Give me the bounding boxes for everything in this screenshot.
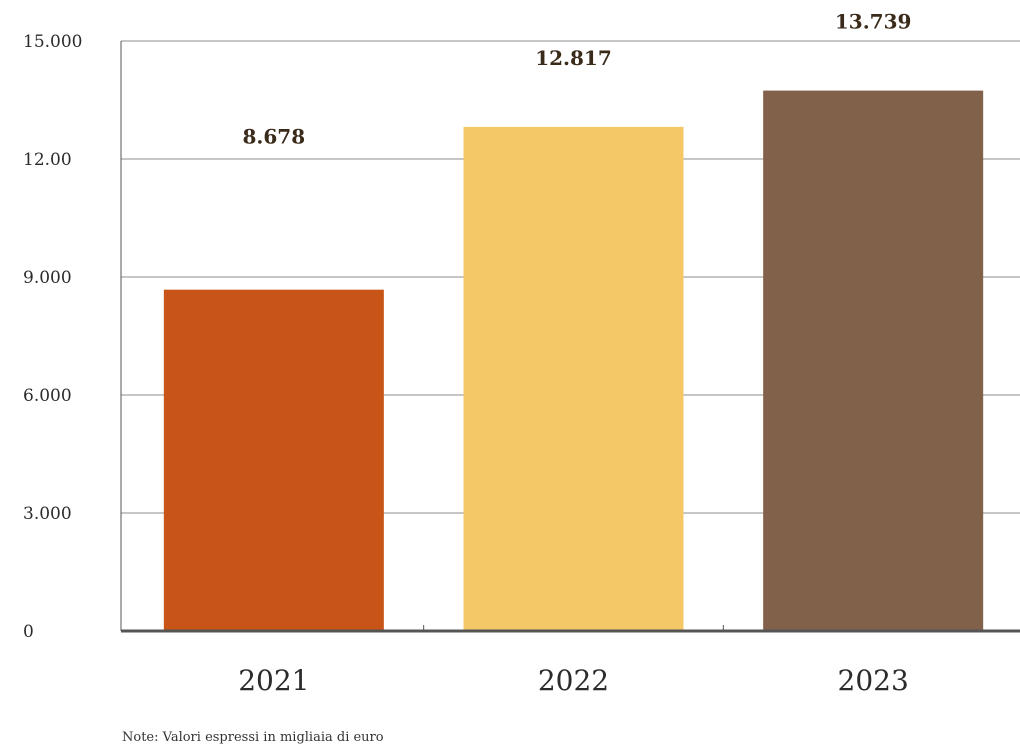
bar-2022 — [463, 126, 684, 631]
y-tick-label: 15.000 — [23, 32, 82, 52]
y-tick-label: 0 — [23, 622, 34, 642]
data-labels: 8.678 12.817 13.739 — [243, 10, 912, 149]
bars — [163, 90, 984, 631]
data-label-2023: 13.739 — [835, 10, 912, 34]
x-tick-label: 2023 — [838, 664, 909, 697]
y-tick-label: 6.000 — [23, 386, 72, 406]
y-tick-label: 3.000 — [23, 504, 72, 524]
chart-note: Note: Valori espressi in migliaia di eur… — [122, 730, 384, 745]
y-axis-ticks: 0 3.000 6.000 9.000 12.00 15.000 — [23, 32, 82, 642]
data-label-2021: 8.678 — [243, 125, 306, 149]
x-tick-label: 2021 — [238, 664, 309, 697]
x-axis-ticks: 2021 2022 2023 — [238, 664, 909, 697]
y-tick-label: 12.00 — [23, 150, 72, 170]
bar-2023 — [763, 90, 984, 631]
data-label-2022: 12.817 — [535, 46, 612, 70]
bar-2021 — [163, 289, 384, 631]
y-tick-label: 9.000 — [23, 268, 72, 288]
x-tick-label: 2022 — [538, 664, 609, 697]
axes — [120, 41, 1020, 633]
